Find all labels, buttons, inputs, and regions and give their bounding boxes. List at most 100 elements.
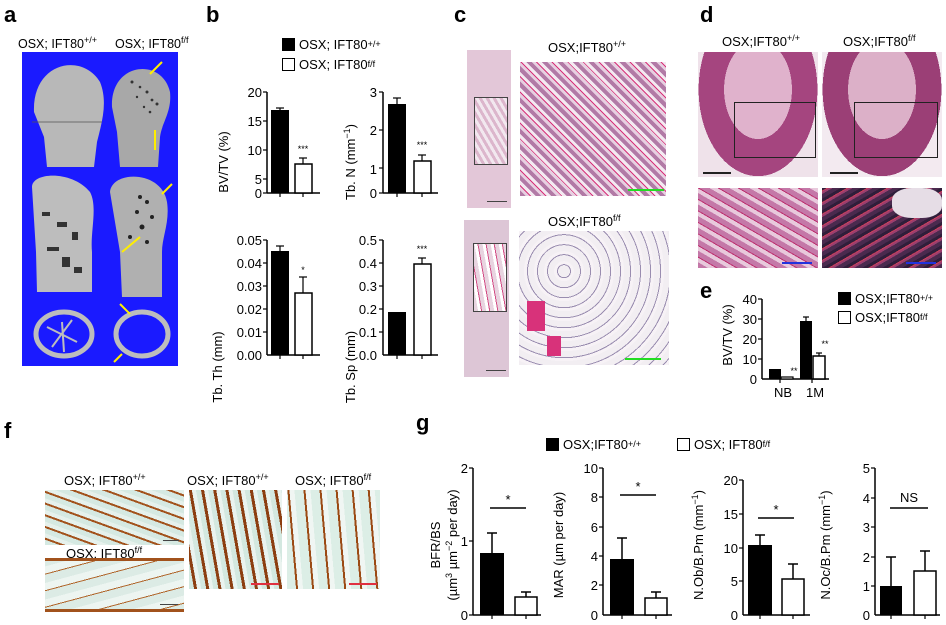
legend-swatch-open — [838, 311, 851, 324]
svg-text:5: 5 — [255, 172, 262, 187]
panel-g-legend-ko: OSX; IFT80 f/f — [677, 438, 770, 451]
panel-f-wt-magnified-image — [189, 490, 282, 589]
svg-text:8: 8 — [591, 490, 598, 505]
panel-g-charts: BFR/BS (µm3 µm−2 per day) 2 1 0 * MAR (µm … — [428, 461, 940, 623]
chart-mar: MAR (µm per day) 10 8 6 4 2 0 * — [551, 461, 672, 623]
svg-text:0: 0 — [461, 608, 468, 623]
svg-text:6: 6 — [591, 520, 598, 535]
panel-d-wt-magnified-image — [698, 188, 818, 268]
svg-text:3: 3 — [863, 520, 870, 535]
svg-text:Tb. Sp (mm): Tb. Sp (mm) — [343, 331, 358, 403]
svg-text:1: 1 — [461, 534, 468, 549]
svg-text:4: 4 — [591, 549, 598, 564]
svg-text:**: ** — [821, 339, 829, 349]
panel-c-label-ko: OSX;IFT80f/f — [548, 213, 621, 229]
svg-text:2: 2 — [863, 550, 870, 565]
panel-a-microct-image — [22, 52, 178, 366]
panel-letter-f: f — [4, 418, 12, 443]
svg-text:*: * — [301, 265, 305, 275]
svg-text:10: 10 — [743, 352, 757, 367]
svg-text:N.Ob/B.Pm (mm−1): N.Ob/B.Pm (mm−1) — [690, 490, 706, 600]
panel-f-label-3: OSX; IFT80+/+ — [187, 472, 269, 488]
legend-swatch-filled — [838, 292, 851, 305]
panel-b-legend-wt: OSX; IFT80 +/+ — [282, 38, 381, 51]
chart-tbth: Tb. Th (mm) 0.05 0.04 0.03 0.02 0.01 0.00 * — [210, 233, 320, 403]
svg-text:2: 2 — [370, 123, 377, 138]
svg-text:10: 10 — [248, 143, 262, 158]
svg-text:0: 0 — [591, 608, 598, 623]
svg-text:***: *** — [417, 244, 428, 254]
svg-text:Tb. Th (mm): Tb. Th (mm) — [210, 331, 225, 402]
svg-text:0.5: 0.5 — [359, 233, 377, 248]
svg-text:20: 20 — [248, 85, 262, 100]
svg-text:0.05: 0.05 — [237, 233, 262, 248]
svg-text:20: 20 — [743, 332, 757, 347]
panel-e-legend-ko: OSX;IFT80 f/f — [838, 311, 928, 324]
panel-letter-c: c — [454, 2, 467, 27]
svg-text:N.Oc/B.Pm (mm−1): N.Oc/B.Pm (mm−1) — [817, 490, 833, 599]
svg-text:0.01: 0.01 — [237, 325, 262, 340]
svg-text:NB: NB — [774, 385, 792, 400]
svg-text:15: 15 — [724, 507, 738, 522]
svg-text:*: * — [635, 479, 640, 494]
svg-text:0.04: 0.04 — [237, 256, 262, 271]
svg-text:0.4: 0.4 — [359, 256, 377, 271]
svg-text:0.02: 0.02 — [237, 302, 262, 317]
svg-text:Tb. N (mm−1): Tb. N (mm−1) — [342, 124, 358, 200]
svg-text:NS: NS — [900, 490, 918, 505]
legend-swatch-filled — [546, 438, 559, 451]
svg-text:2: 2 — [461, 461, 468, 476]
chart-bfr-bs: BFR/BS (µm3 µm−2 per day) 2 1 0 * — [428, 461, 541, 623]
chart-nob-bpm: N.Ob/B.Pm (mm−1) 20 15 10 5 0 * — [690, 473, 810, 623]
panel-letter-a: a — [4, 2, 17, 27]
panel-c-wt-magnified-image — [520, 62, 666, 196]
svg-text:0: 0 — [863, 608, 870, 623]
panel-letter-e: e — [700, 278, 713, 303]
panel-a-label-wt: OSX; IFT80+/+ — [18, 35, 98, 51]
svg-text:0.00: 0.00 — [237, 348, 262, 363]
legend-swatch-open — [677, 438, 690, 451]
svg-text:0: 0 — [750, 372, 757, 387]
svg-text:0.0: 0.0 — [359, 348, 377, 363]
panel-f-label-1: OSX; IFT80+/+ — [64, 472, 146, 488]
svg-text:***: *** — [417, 140, 428, 150]
svg-text:(µm3 µm−2 per day): (µm3 µm−2 per day) — [444, 489, 460, 600]
svg-text:30: 30 — [743, 312, 757, 327]
svg-text:BV/TV (%): BV/TV (%) — [216, 131, 231, 192]
svg-text:5: 5 — [863, 461, 870, 476]
panel-letter-d: d — [700, 2, 714, 27]
svg-text:0.1: 0.1 — [359, 325, 377, 340]
chart-noc-bpm: N.Oc/B.Pm (mm−1) 5 4 3 2 1 0 NS — [817, 461, 940, 623]
svg-text:1: 1 — [370, 162, 377, 177]
panel-d-wt-overview-image — [698, 52, 818, 177]
svg-text:0: 0 — [255, 186, 262, 201]
panel-b-legend-ko: OSX; IFT80 f/f — [282, 58, 375, 71]
svg-text:4: 4 — [863, 491, 870, 506]
panel-e-chart: BV/TV (%) 40 30 20 10 0 ** ** NB 1M — [720, 292, 829, 400]
chart-tbn: Tb. N (mm−1) 3 2 1 0 *** — [342, 85, 438, 201]
svg-text:MAR (µm per day): MAR (µm per day) — [551, 492, 566, 598]
legend-swatch-open — [282, 58, 295, 71]
panel-f-wt-overview-image — [45, 490, 184, 545]
svg-text:0: 0 — [370, 186, 377, 201]
scale-bar — [625, 358, 661, 360]
svg-text:15: 15 — [248, 114, 262, 129]
panel-g-legend-wt: OSX;IFT80 +/+ — [546, 438, 641, 451]
svg-text:5: 5 — [731, 574, 738, 589]
panel-f-label-2: OSX; IFT80f/f — [66, 545, 143, 561]
svg-text:40: 40 — [743, 292, 757, 307]
panel-f-ko-magnified-image — [287, 490, 380, 589]
svg-text:BFR/BS: BFR/BS — [428, 521, 443, 568]
svg-text:20: 20 — [724, 473, 738, 488]
panel-d-ko-overview-image — [822, 52, 942, 177]
chart-bvtv: BV/TV (%) 20 15 10 50 *** — [216, 85, 320, 201]
svg-text:*: * — [505, 492, 510, 507]
panel-f-ko-overview-image — [45, 558, 184, 612]
svg-text:1M: 1M — [806, 385, 824, 400]
panel-c-ko-magnified-image — [519, 231, 669, 365]
panel-e-legend-wt: OSX;IFT80 +/+ — [838, 292, 933, 305]
panel-d-label-wt: OSX;IFT80+/+ — [722, 33, 801, 49]
panel-d-label-ko: OSX;IFT80f/f — [843, 33, 916, 49]
svg-text:0.3: 0.3 — [359, 279, 377, 294]
